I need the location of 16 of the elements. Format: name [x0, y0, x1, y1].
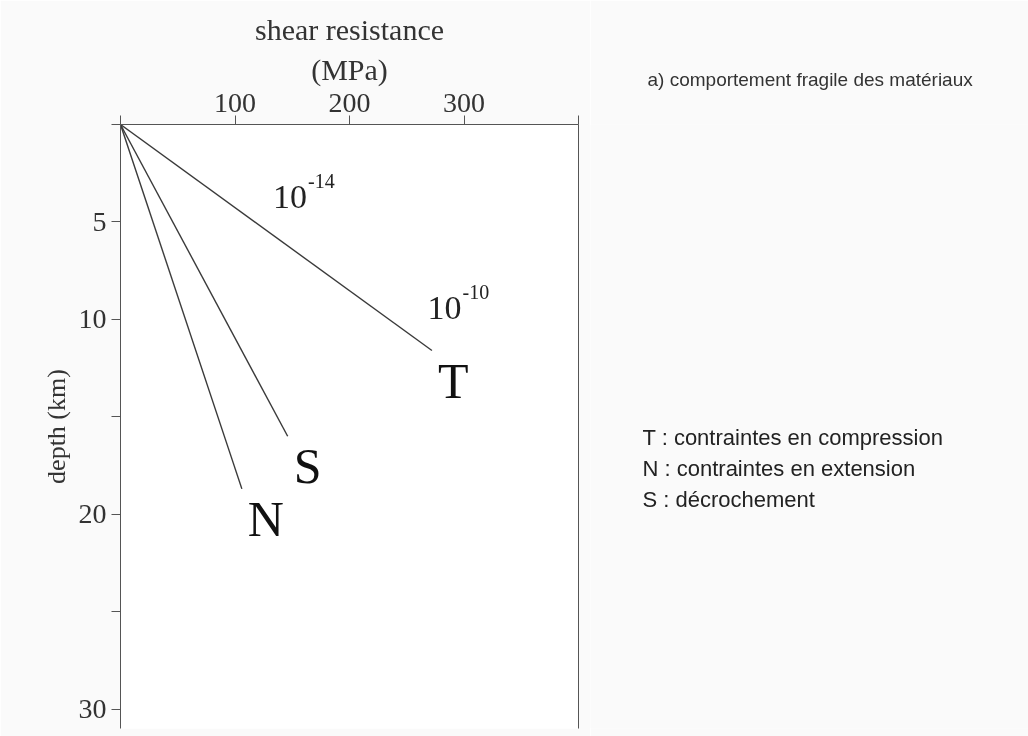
series-label: S: [293, 438, 322, 495]
series-label: N: [247, 490, 284, 547]
x-tick-label: 100: [214, 86, 256, 118]
y-tick-label: 20: [78, 498, 107, 530]
text: a) comportement fragile des matériaux: [647, 68, 974, 90]
y-axis-title: depth (km): [41, 369, 71, 484]
x-axis-title: shear resistance (MPa): [254, 12, 445, 87]
x-tick-label: 200: [328, 86, 371, 118]
y-tick-label: 30: [78, 693, 107, 725]
text: S : décrochement: [642, 487, 815, 512]
series-label: T: [437, 352, 469, 409]
y-tick-label: 10: [78, 303, 107, 335]
text: T : contraintes en compression: [642, 425, 943, 450]
x-tick-label: 300: [443, 86, 485, 118]
y-tick-label: 5: [92, 205, 107, 237]
text: N : contraintes en extension: [642, 456, 916, 481]
